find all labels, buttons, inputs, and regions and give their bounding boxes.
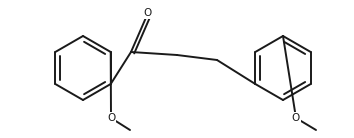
Text: O: O [107,113,115,123]
Text: O: O [144,8,152,18]
Text: O: O [292,113,300,123]
